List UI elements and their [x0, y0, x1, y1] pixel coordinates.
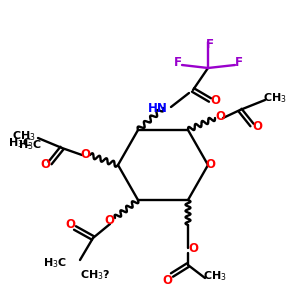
Text: F: F	[206, 38, 214, 52]
Text: O: O	[210, 94, 220, 106]
Text: H$_3$C: H$_3$C	[18, 138, 42, 152]
Text: O: O	[215, 110, 225, 124]
Text: O: O	[40, 158, 50, 172]
Text: O: O	[188, 242, 198, 254]
Text: CH$_3$: CH$_3$	[12, 129, 36, 143]
Text: H$_3$C: H$_3$C	[43, 256, 67, 270]
Text: CH$_3$: CH$_3$	[203, 269, 227, 283]
Text: O: O	[80, 148, 90, 160]
Text: O: O	[205, 158, 215, 172]
Text: O: O	[252, 121, 262, 134]
Text: HN: HN	[148, 101, 168, 115]
Text: CH$_3$?: CH$_3$?	[80, 268, 110, 282]
Text: O: O	[65, 218, 75, 230]
Text: F: F	[174, 56, 182, 70]
Text: O: O	[104, 214, 114, 227]
Text: CH$_3$: CH$_3$	[263, 91, 287, 105]
Text: O: O	[162, 274, 172, 286]
Text: F: F	[235, 56, 243, 70]
Text: H$_3$C: H$_3$C	[8, 136, 32, 150]
